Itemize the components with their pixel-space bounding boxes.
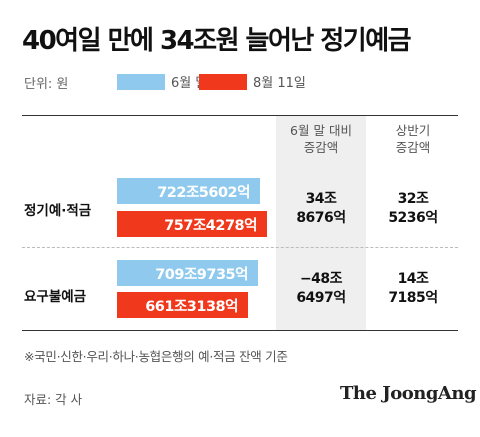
legend-item-june: 6월 말 [117,72,207,91]
bar-savings-aug: 757조4278억 [117,211,267,237]
bottom-rule [22,330,458,331]
bar-savings-june: 722조5602억 [117,178,260,204]
footnote: ※국민·신한·우리·하나·농협은행의 예·적금 잔액 기준 [24,349,288,364]
legend-label-june: 6월 말 [171,76,208,91]
source-label: 자료: 각 사 [24,392,83,407]
bar-demand-june: 709조9735억 [117,260,258,286]
chart-title: 40여일 만에 34조원 늘어난 정기예금 [22,26,412,56]
brand-logo: The JoongAng [340,383,477,404]
legend-label-aug: 8월 11일 [253,76,306,91]
diff-column-header: 6월 말 대비 증감액 [290,123,352,155]
row-label-savings: 정기예·적금 [24,203,92,219]
top-rule [22,115,458,116]
bar-demand-aug: 661조3138억 [117,292,248,318]
unit-label: 단위: 원 [24,77,69,92]
legend-item-aug: 8월 11일 [199,72,306,91]
diff-column-shade [276,115,366,330]
diff-demand: −48조 6497억 [296,271,346,306]
legend-swatch-june [117,73,165,90]
row-label-demand: 요구불예금 [24,289,87,305]
row-divider [22,247,458,248]
half-column-header: 상반기 증감액 [395,123,431,155]
diff-savings: 34조 8676억 [296,191,346,226]
half-savings: 32조 5236억 [388,191,438,226]
legend-swatch-aug [199,73,247,90]
half-demand: 14조 7185억 [388,271,438,306]
